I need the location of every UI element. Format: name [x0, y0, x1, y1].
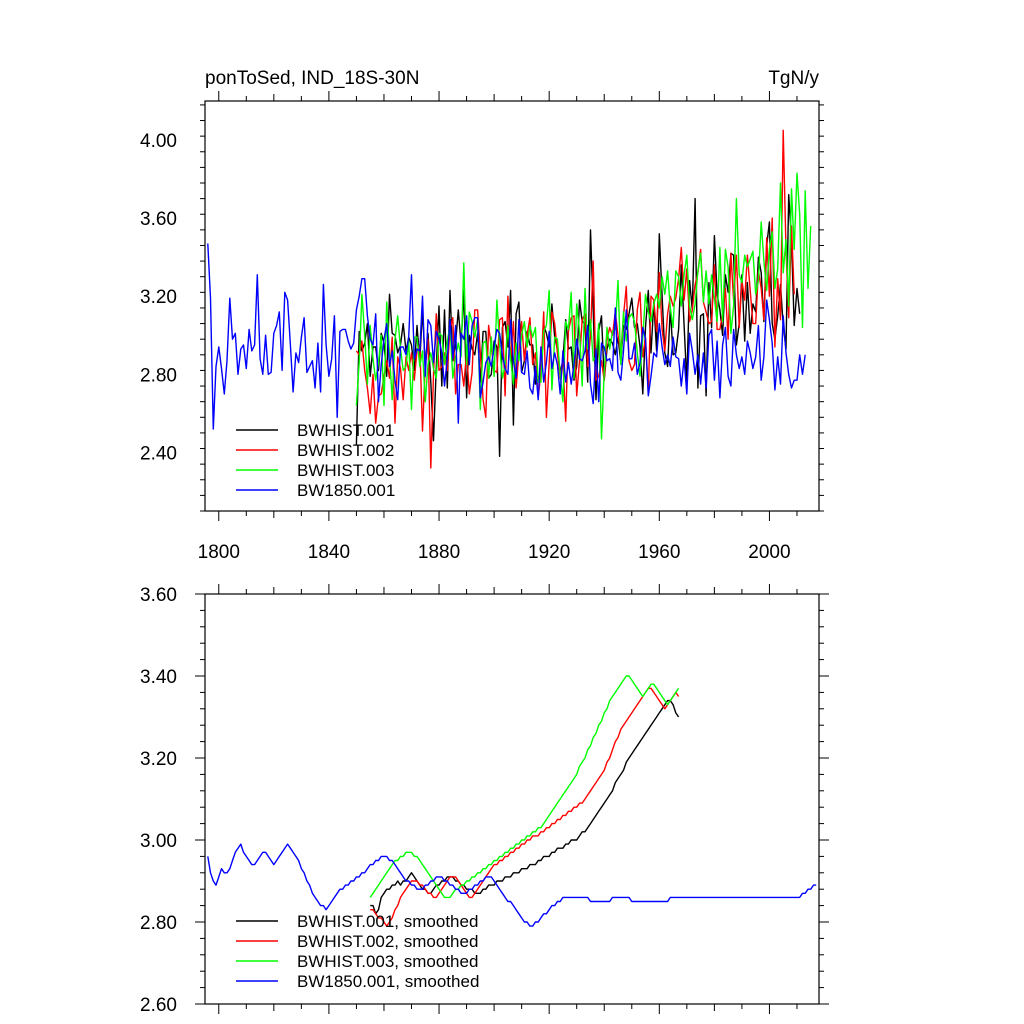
x-tick-label: 2000 — [748, 542, 790, 563]
legend-label: BW1850.001 — [297, 481, 395, 500]
series-line-4 — [207, 843, 817, 927]
top-title-right: TgN/y — [768, 68, 819, 89]
top-frame — [204, 100, 820, 512]
y-tick-label: 3.60 — [140, 585, 177, 606]
x-tick-label: 1880 — [418, 542, 460, 563]
legend-label: BWHIST.002, smoothed — [297, 932, 478, 951]
top-plot-area — [207, 129, 812, 469]
y-tick-label: 3.00 — [140, 831, 177, 852]
top-y-tick-labels: 2.40 2.80 3.20 3.60 4.00 — [140, 131, 177, 464]
y-tick-label: 2.40 — [140, 443, 177, 464]
x-tick-label: 1920 — [528, 542, 570, 563]
legend-label: BWHIST.001 — [297, 421, 394, 440]
bottom-y-tick-labels: 2.60 2.80 3.00 3.20 3.40 3.60 — [140, 585, 177, 1016]
bottom-plot-area — [207, 675, 817, 927]
series-line-3 — [355, 172, 812, 440]
y-tick-label: 3.20 — [140, 287, 177, 308]
x-tick-label: 1960 — [638, 542, 680, 563]
series-line-3 — [369, 675, 680, 899]
legend-label: BW1850.001, smoothed — [297, 972, 479, 991]
series-line-2 — [370, 687, 680, 927]
top-x-tick-labels: 1800 1840 1880 1920 1960 2000 — [198, 542, 791, 563]
x-tick-label: 1840 — [308, 542, 350, 563]
bottom-frame — [204, 593, 820, 1005]
series-line-4 — [207, 243, 806, 430]
legend-label: BWHIST.003, smoothed — [297, 952, 478, 971]
top-title-left: ponToSed, IND_18S-30N — [205, 68, 419, 89]
series-line-1 — [370, 699, 680, 915]
legend-label: BWHIST.002 — [297, 441, 394, 460]
y-tick-label: 2.60 — [140, 995, 177, 1016]
panel-top: ponToSed, IND_18S-30N TgN/y 2.40 2.80 3.20… — [140, 68, 824, 563]
y-tick-label: 3.20 — [140, 749, 177, 770]
panel-bottom: 2.60 2.80 3.00 3.20 3.40 3.60 BWHIST.001, smo… — [140, 584, 829, 1016]
bottom-axis-ticks — [195, 584, 829, 1014]
y-tick-label: 3.40 — [140, 667, 177, 688]
x-tick-label: 1800 — [198, 542, 240, 563]
legend-label: BWHIST.001, smoothed — [297, 912, 478, 931]
series-line-1 — [355, 193, 801, 457]
top-axis-ticks — [200, 91, 824, 521]
y-tick-label: 2.80 — [140, 913, 177, 934]
y-tick-label: 3.60 — [140, 209, 177, 230]
y-tick-label: 4.00 — [140, 131, 177, 152]
legend-label: BWHIST.003 — [297, 461, 394, 480]
y-tick-label: 2.80 — [140, 365, 177, 386]
